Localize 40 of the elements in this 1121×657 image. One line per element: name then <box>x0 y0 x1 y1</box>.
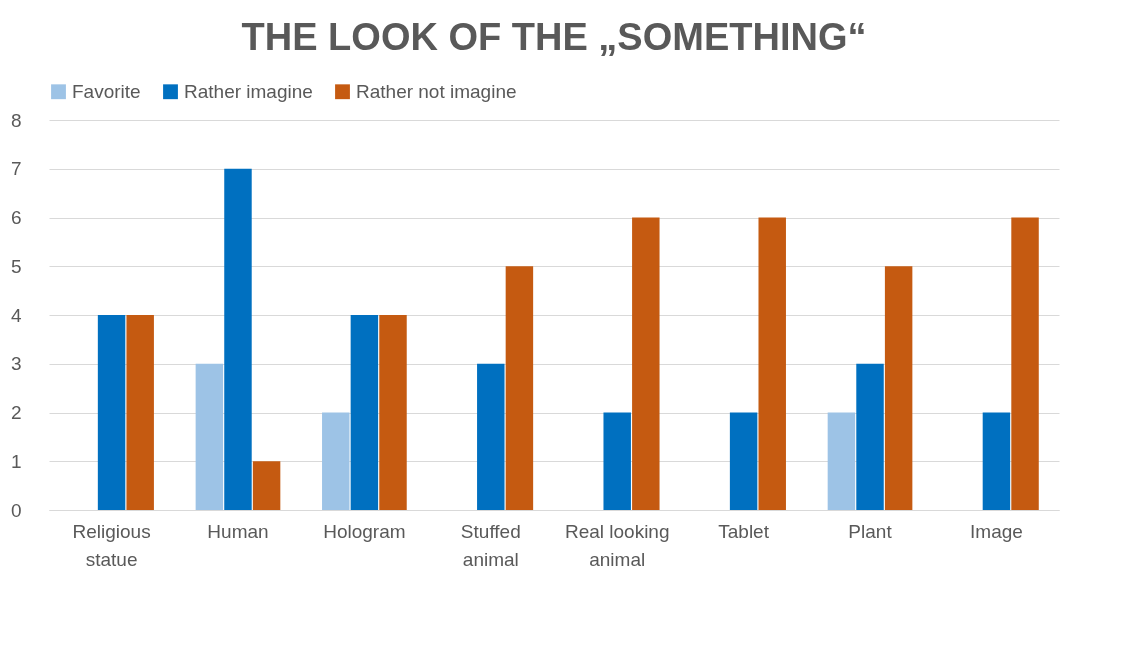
legend-label: Rather not imagine <box>356 80 517 102</box>
x-tick-label: Tablet <box>718 520 770 542</box>
bar <box>97 315 126 510</box>
bar <box>477 363 505 510</box>
bar <box>632 217 660 510</box>
bar <box>758 217 786 510</box>
x-tick-label: Hologram <box>323 520 406 542</box>
y-tick-label: 2 <box>10 402 22 423</box>
y-tick-label: 6 <box>10 207 22 228</box>
bar <box>252 461 281 510</box>
x-tick-label: Human <box>207 520 269 542</box>
chart-title: THE LOOK OF THE „SOMETHING“ <box>241 16 867 58</box>
bar <box>224 168 252 510</box>
y-tick-label: 5 <box>10 255 22 277</box>
y-tick-label: 8 <box>10 109 22 131</box>
y-tick-label: 7 <box>10 158 22 180</box>
legend-label: Rather imagine <box>184 80 313 102</box>
bar <box>1011 217 1039 510</box>
legend-label: Favorite <box>72 80 141 102</box>
x-tick-label: Religious statue <box>72 520 151 570</box>
bar <box>729 412 758 510</box>
bar <box>856 363 884 510</box>
bar <box>827 412 856 510</box>
y-tick-label: 4 <box>10 304 22 326</box>
bar <box>379 315 407 510</box>
bar <box>126 315 154 510</box>
bar <box>350 315 379 510</box>
bar <box>884 266 913 510</box>
bar <box>195 363 224 510</box>
bar <box>982 412 1011 510</box>
bar <box>603 412 631 510</box>
x-tick-label: Plant <box>848 520 893 542</box>
y-tick-label: 0 <box>10 499 22 521</box>
y-tick-label: 3 <box>10 353 22 375</box>
bar <box>322 412 350 510</box>
x-tick-label: Stuffed animal <box>460 520 521 570</box>
bar <box>505 266 534 510</box>
x-tick-label: Image <box>970 520 1023 542</box>
x-tick-label: Real looking animal <box>564 520 670 570</box>
y-tick-label: 1 <box>10 450 22 472</box>
